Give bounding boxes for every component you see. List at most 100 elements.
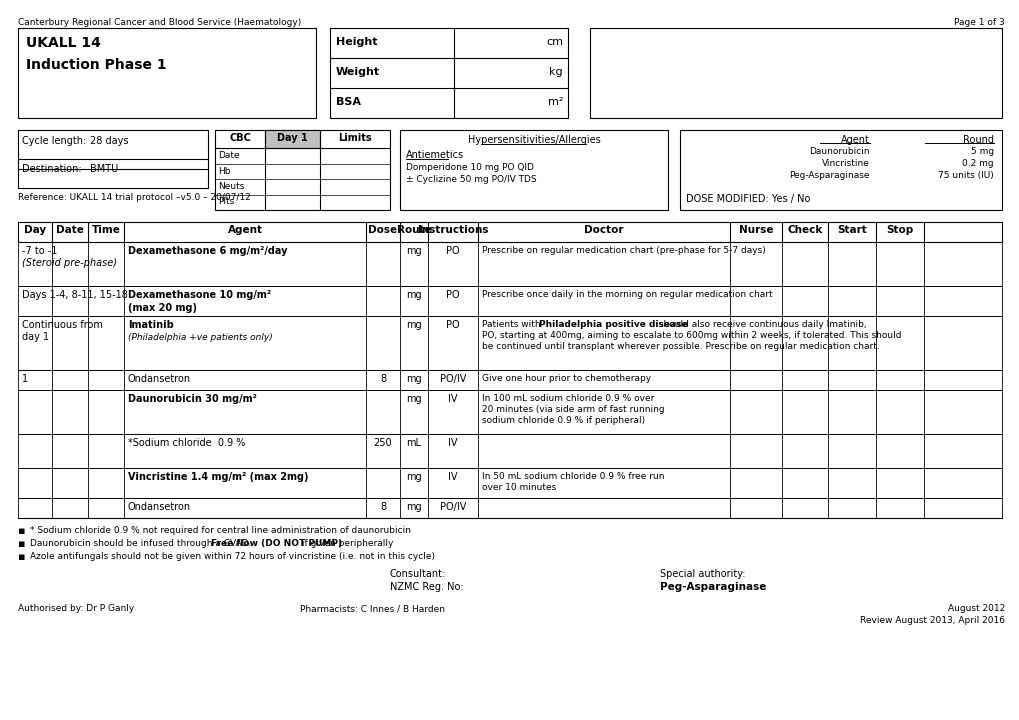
Text: * Sodium chloride 0.9 % not required for central line administration of daunorub: * Sodium chloride 0.9 % not required for… bbox=[30, 526, 411, 535]
Text: 0.2 mg: 0.2 mg bbox=[962, 159, 994, 168]
Text: 8: 8 bbox=[379, 374, 385, 384]
Text: Vincristine 1.4 mg/m² (max 2mg): Vincristine 1.4 mg/m² (max 2mg) bbox=[127, 472, 308, 482]
Text: Destination:: Destination: bbox=[22, 164, 82, 174]
Text: UKALL 14: UKALL 14 bbox=[25, 36, 101, 50]
Bar bbox=[18, 316, 1001, 370]
Text: m²: m² bbox=[547, 97, 562, 107]
Text: Azole antifungals should not be given within 72 hours of vincristine (i.e. not i: Azole antifungals should not be given wi… bbox=[30, 552, 434, 561]
Bar bbox=[18, 498, 1001, 518]
Text: IV: IV bbox=[447, 438, 458, 448]
Text: Instructions: Instructions bbox=[418, 225, 488, 235]
Text: Imatinib: Imatinib bbox=[127, 320, 173, 330]
Text: PO/IV: PO/IV bbox=[439, 374, 466, 384]
Text: Doctor: Doctor bbox=[584, 225, 624, 235]
Text: Day 1: Day 1 bbox=[277, 133, 308, 143]
Text: IV: IV bbox=[447, 472, 458, 482]
Text: Prescribe on regular medication chart (pre-phase for 5-7 days): Prescribe on regular medication chart (p… bbox=[482, 246, 765, 255]
Text: kg: kg bbox=[549, 67, 562, 77]
Text: 250: 250 bbox=[373, 438, 392, 448]
Bar bbox=[589, 28, 1001, 118]
Bar bbox=[18, 434, 1001, 468]
Text: mg: mg bbox=[406, 320, 422, 330]
Text: PO/IV: PO/IV bbox=[439, 502, 466, 512]
Text: ± Cyclizine 50 mg PO/IV TDS: ± Cyclizine 50 mg PO/IV TDS bbox=[406, 175, 536, 184]
Text: mg: mg bbox=[406, 502, 422, 512]
Text: mg: mg bbox=[406, 472, 422, 482]
Bar bbox=[18, 222, 1001, 242]
Bar bbox=[18, 390, 1001, 434]
Text: ▪: ▪ bbox=[18, 526, 25, 536]
Text: CBC: CBC bbox=[229, 133, 251, 143]
Bar bbox=[18, 286, 1001, 316]
Text: should also receive continuous daily Imatinib,: should also receive continuous daily Ima… bbox=[655, 320, 866, 329]
Text: Hb: Hb bbox=[218, 166, 230, 176]
Text: Reference: UKALL 14 trial protocol –v5.0 – 20/07/12: Reference: UKALL 14 trial protocol –v5.0… bbox=[18, 193, 251, 202]
Text: Pharmacists: C Innes / B Harden: Pharmacists: C Innes / B Harden bbox=[300, 604, 444, 613]
Text: 28 days: 28 days bbox=[90, 136, 128, 146]
Text: Vincristine: Vincristine bbox=[821, 159, 869, 168]
Text: PO: PO bbox=[445, 290, 460, 300]
Text: Dexamethasone 10 mg/m²: Dexamethasone 10 mg/m² bbox=[127, 290, 271, 300]
Text: Weight: Weight bbox=[335, 67, 380, 77]
Text: BSA: BSA bbox=[335, 97, 361, 107]
Text: Give one hour prior to chemotherapy: Give one hour prior to chemotherapy bbox=[482, 374, 650, 383]
Text: Domperidone 10 mg PO QID: Domperidone 10 mg PO QID bbox=[406, 163, 533, 172]
Text: Canterbury Regional Cancer and Blood Service (Haematology): Canterbury Regional Cancer and Blood Ser… bbox=[18, 18, 301, 27]
Text: Consultant:: Consultant: bbox=[389, 569, 446, 579]
Text: Special authority:: Special authority: bbox=[659, 569, 745, 579]
Text: Review August 2013, April 2016: Review August 2013, April 2016 bbox=[859, 616, 1004, 625]
Text: Daunorubicin should be infused through a CVAD.: Daunorubicin should be infused through a… bbox=[30, 539, 254, 548]
Bar bbox=[330, 28, 568, 118]
Bar bbox=[215, 130, 389, 210]
Bar bbox=[18, 370, 1001, 390]
Text: Day: Day bbox=[23, 225, 46, 235]
Text: PO: PO bbox=[445, 320, 460, 330]
Text: mg: mg bbox=[406, 394, 422, 404]
Text: 75 units (IU): 75 units (IU) bbox=[937, 171, 994, 180]
Text: Daunorubicin: Daunorubicin bbox=[809, 147, 869, 156]
Text: August 2012: August 2012 bbox=[947, 604, 1004, 613]
Text: NZMC Reg. No:: NZMC Reg. No: bbox=[389, 582, 464, 592]
Text: (Steroid pre-phase): (Steroid pre-phase) bbox=[22, 258, 117, 268]
Text: DOSE MODIFIED: Yes / No: DOSE MODIFIED: Yes / No bbox=[686, 194, 809, 204]
Text: Ondansetron: Ondansetron bbox=[127, 502, 191, 512]
Text: In 100 mL sodium chloride 0.9 % over: In 100 mL sodium chloride 0.9 % over bbox=[482, 394, 654, 403]
Text: IV: IV bbox=[447, 394, 458, 404]
Text: Time: Time bbox=[92, 225, 120, 235]
Text: Induction Phase 1: Induction Phase 1 bbox=[25, 58, 166, 72]
Text: be continued until transplant wherever possible. Prescribe on regular medication: be continued until transplant wherever p… bbox=[482, 342, 879, 351]
Text: day 1: day 1 bbox=[22, 332, 49, 342]
Text: Philadelphia positive disease: Philadelphia positive disease bbox=[538, 320, 687, 329]
Bar bbox=[680, 130, 1001, 210]
Text: Patients with: Patients with bbox=[482, 320, 543, 329]
Text: Start: Start bbox=[837, 225, 866, 235]
Text: Neuts: Neuts bbox=[218, 182, 245, 191]
Text: Route: Route bbox=[396, 225, 431, 235]
Text: Nurse: Nurse bbox=[738, 225, 772, 235]
Text: ▪: ▪ bbox=[18, 539, 25, 549]
Text: 5 mg: 5 mg bbox=[970, 147, 994, 156]
Text: Peg-Asparaginase: Peg-Asparaginase bbox=[659, 582, 765, 592]
Text: Check: Check bbox=[787, 225, 822, 235]
Text: 20 minutes (via side arm of fast running: 20 minutes (via side arm of fast running bbox=[482, 405, 664, 414]
Text: Ondansetron: Ondansetron bbox=[127, 374, 191, 384]
Text: Free flow (DO NOT PUMP): Free flow (DO NOT PUMP) bbox=[211, 539, 341, 548]
Text: Plts: Plts bbox=[218, 197, 234, 207]
Text: mg: mg bbox=[406, 290, 422, 300]
Text: Peg-Asparaginase: Peg-Asparaginase bbox=[789, 171, 869, 180]
Text: PO, starting at 400mg, aiming to escalate to 600mg within 2 weeks, if tolerated.: PO, starting at 400mg, aiming to escalat… bbox=[482, 331, 901, 340]
Text: 1: 1 bbox=[22, 374, 29, 384]
Text: Agent: Agent bbox=[227, 225, 262, 235]
Text: cm: cm bbox=[545, 37, 562, 47]
Bar bbox=[18, 130, 208, 188]
Text: 8: 8 bbox=[379, 502, 385, 512]
Text: Round: Round bbox=[962, 135, 994, 145]
Text: -7 to -1: -7 to -1 bbox=[22, 246, 57, 256]
Text: *Sodium chloride  0.9 %: *Sodium chloride 0.9 % bbox=[127, 438, 246, 448]
Text: Height: Height bbox=[335, 37, 377, 47]
Text: mg: mg bbox=[406, 246, 422, 256]
Text: Continuous from: Continuous from bbox=[22, 320, 103, 330]
Text: BMTU: BMTU bbox=[90, 164, 118, 174]
Text: Cycle length:: Cycle length: bbox=[22, 136, 87, 146]
Text: ▪: ▪ bbox=[18, 552, 25, 562]
